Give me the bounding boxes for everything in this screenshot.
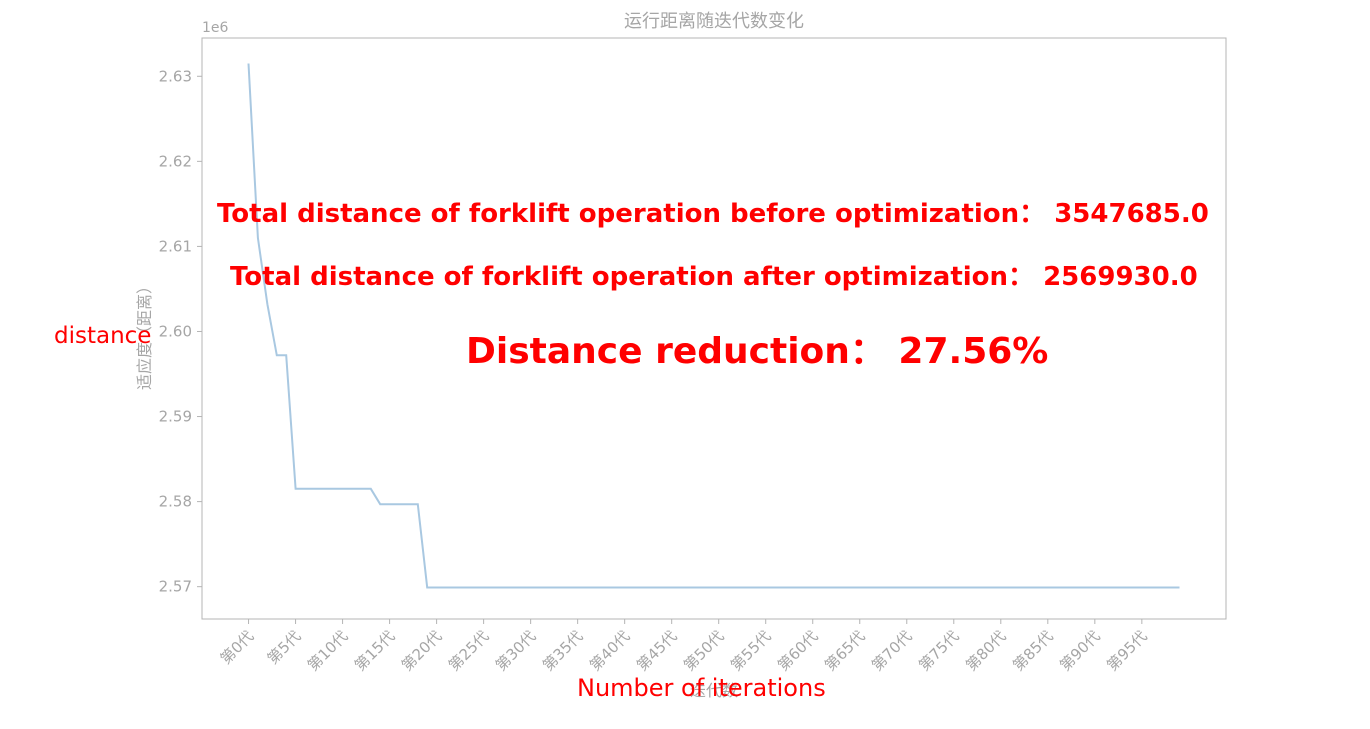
x-tick-label: 第15代 <box>351 627 398 674</box>
x-axis-ticks: 第0代 第5代 第10代 第15代 第20代 第25代 第30代 第35代 第40代 第45代 第5… <box>217 619 1151 675</box>
x-tick-label: 第80代 <box>962 627 1009 674</box>
x-tick-label: 第0代 <box>217 627 258 668</box>
x-tick-label: 第10代 <box>304 627 351 674</box>
distance-annotation: distance <box>54 323 152 349</box>
series-line <box>247 63 1180 589</box>
x-tick-label: 第90代 <box>1056 627 1103 674</box>
y-tick-label: 2.59 <box>159 408 192 426</box>
chart-title: 运行距离随迭代数变化 <box>624 11 804 32</box>
iterations-annotation: Number of iterations <box>577 674 826 702</box>
y-tick-label: 2.60 <box>159 322 192 340</box>
y-axis-ticks: 2.57 2.58 2.59 2.60 2.61 2.62 2.63 <box>159 67 202 596</box>
y-scale-label: 1e6 <box>202 20 229 36</box>
x-tick-label: 第45代 <box>633 627 680 674</box>
plot-area-frame <box>201 37 1227 620</box>
x-tick-label: 第95代 <box>1103 627 1150 674</box>
x-tick-label: 第85代 <box>1009 627 1056 674</box>
x-tick-label: 第25代 <box>445 627 492 674</box>
x-tick-label: 第70代 <box>868 627 915 674</box>
after-optimization-annotation: Total distance of forklift operation aft… <box>230 262 1198 292</box>
y-tick-label: 2.62 <box>159 152 192 170</box>
y-tick-label: 2.57 <box>159 578 192 596</box>
x-tick-label: 第20代 <box>398 627 445 674</box>
x-axis-label: 迭代数 <box>690 681 738 700</box>
x-tick-label: 第5代 <box>264 627 305 668</box>
x-tick-label: 第50代 <box>680 627 727 674</box>
y-tick-label: 2.63 <box>159 67 192 85</box>
x-tick-label: 第30代 <box>492 627 539 674</box>
y-tick-label: 2.61 <box>159 237 192 255</box>
before-optimization-annotation: Total distance of forklift operation bef… <box>217 199 1209 229</box>
x-tick-label: 第60代 <box>774 627 821 674</box>
y-axis-label: 适应度（距离） <box>135 278 154 390</box>
x-tick-label: 第35代 <box>539 627 586 674</box>
distance-reduction-annotation: Distance reduction： 27.56% <box>466 331 1049 372</box>
y-tick-label: 2.58 <box>159 493 192 511</box>
series-layer <box>247 63 1180 589</box>
x-tick-label: 第75代 <box>915 627 962 674</box>
x-tick-label: 第55代 <box>727 627 774 674</box>
x-tick-label: 第65代 <box>821 627 868 674</box>
x-tick-label: 第40代 <box>586 627 633 674</box>
